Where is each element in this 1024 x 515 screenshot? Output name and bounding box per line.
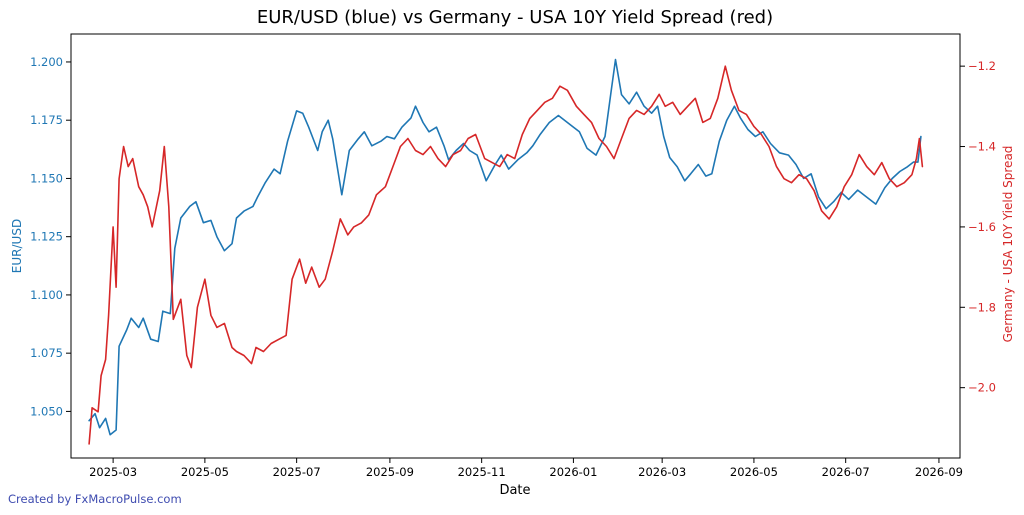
right-y-tick-label: −1.6	[968, 220, 996, 234]
right-y-tick-label: −1.4	[968, 140, 996, 154]
x-tick-label: 2026-01	[549, 465, 597, 479]
x-axis-label: Date	[499, 483, 530, 498]
left-y-tick-label: 1.075	[30, 346, 63, 360]
left-y-axis-label: EUR/USD	[10, 219, 24, 273]
left-y-tick-label: 1.050	[30, 404, 63, 418]
x-tick-label: 2025-11	[458, 465, 506, 479]
series-layer	[88, 58, 924, 445]
left-y-tick-label: 1.125	[30, 230, 63, 244]
plot-frame	[70, 33, 961, 459]
x-tick-label: 2026-09	[915, 465, 963, 479]
right-y-tick-label: −1.2	[968, 59, 996, 73]
x-tick-label: 2026-05	[730, 465, 778, 479]
right-y-axis-ticks: −2.0 −1.8 −1.6 −1.4 −1.2	[960, 59, 996, 395]
x-axis-ticks: 2025-03 2025-05 2025-07 2025-09 2025-11 2026-…	[89, 458, 963, 479]
credit-text: Created by FxMacroPulse.com	[8, 492, 182, 506]
x-tick-label: 2026-07	[822, 465, 870, 479]
x-tick-label: 2025-05	[181, 465, 229, 479]
left-y-tick-label: 1.200	[30, 55, 63, 69]
left-y-tick-label: 1.150	[30, 171, 63, 185]
right-y-axis-label: Germany - USA 10Y Yield Spread	[1001, 146, 1015, 343]
x-tick-label: 2026-03	[638, 465, 686, 479]
left-y-tick-label: 1.100	[30, 288, 63, 302]
yield-spread-series-line	[88, 65, 924, 445]
right-y-tick-label: −1.8	[968, 300, 996, 314]
right-y-tick-label: −2.0	[968, 381, 996, 395]
x-tick-label: 2025-07	[273, 465, 321, 479]
x-tick-label: 2025-03	[89, 465, 137, 479]
x-tick-label: 2025-09	[366, 465, 414, 479]
chart-title: EUR/USD (blue) vs Germany - USA 10Y Yiel…	[257, 7, 773, 28]
left-y-axis-ticks: 1.050 1.075 1.100 1.125 1.150 1.175 1.200	[30, 55, 71, 418]
left-y-tick-label: 1.175	[30, 113, 63, 127]
eurusd-series-line	[88, 58, 922, 436]
